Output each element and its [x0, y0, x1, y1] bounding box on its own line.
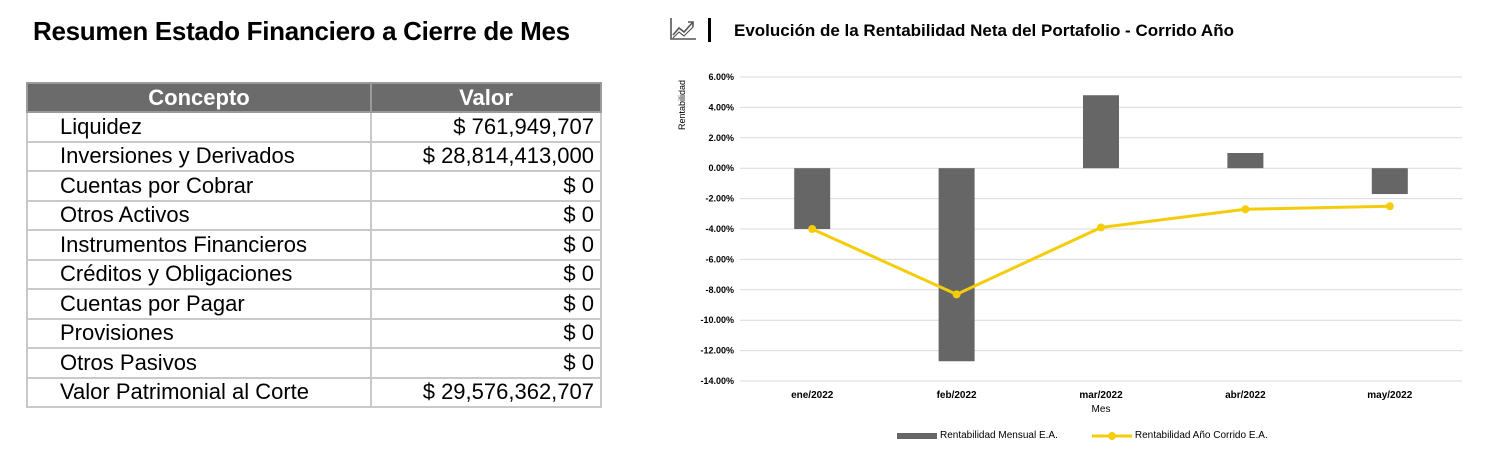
y-axis-label: Rentabilidad — [677, 80, 687, 130]
row-concept: Instrumentos Financieros — [26, 229, 372, 261]
x-tick-label: abr/2022 — [1225, 390, 1266, 401]
table-row: Cuentas por Cobrar $ 0 — [26, 170, 602, 202]
series-line — [811, 204, 1390, 297]
title-separator — [708, 18, 711, 42]
bar — [938, 168, 975, 362]
row-concept: Créditos y Obligaciones — [26, 258, 372, 290]
row-concept: Otros Activos — [26, 199, 372, 231]
row-value: $ 0 — [370, 347, 602, 379]
legend-item-bar: Rentabilidad Mensual E.A. — [897, 430, 1058, 441]
row-value: $ 0 — [370, 199, 602, 231]
x-tick-label: may/2022 — [1367, 390, 1412, 401]
row-concept: Otros Pasivos — [26, 347, 372, 379]
y-tick-label: -10.00% — [700, 315, 734, 325]
y-tick-label: -6.00% — [705, 254, 734, 264]
header-valor: Valor — [370, 82, 602, 113]
y-tick-label: 0.00% — [708, 163, 734, 173]
x-tick-label: ene/2022 — [791, 390, 834, 401]
y-tick-label: -12.00% — [700, 346, 734, 356]
bar — [1371, 168, 1408, 195]
row-value: $ 29,576,362,707 — [370, 376, 602, 408]
x-axis-label: Mes — [1092, 404, 1111, 415]
summary-title: Resumen Estado Financiero a Cierre de Me… — [33, 16, 570, 46]
row-value: $ 0 — [370, 258, 602, 290]
line-point — [1241, 205, 1250, 214]
row-value: $ 0 — [370, 288, 602, 320]
table-row: Otros Activos $ 0 — [26, 199, 602, 231]
table-row: Valor Patrimonial al Corte $ 29,576,362,7… — [26, 376, 602, 408]
y-tick-label: -4.00% — [705, 224, 734, 234]
table-row: Créditos y Obligaciones $ 0 — [26, 258, 602, 290]
table-row: Liquidez $ 761,949,707 — [26, 111, 602, 143]
legend-label-bar: Rentabilidad Mensual E.A. — [940, 430, 1058, 441]
x-tick-label: mar/2022 — [1079, 390, 1123, 401]
row-value: $ 0 — [370, 317, 602, 349]
header-concepto: Concepto — [26, 82, 372, 113]
legend-swatch-bar — [897, 432, 937, 439]
row-concept: Cuentas por Pagar — [26, 288, 372, 320]
row-value: $ 0 — [370, 229, 602, 261]
table-row: Cuentas por Pagar $ 0 — [26, 288, 602, 320]
bar — [1083, 95, 1119, 169]
line-point — [1097, 223, 1105, 232]
bar — [1227, 153, 1264, 169]
y-tick-label: 6.00% — [708, 72, 734, 82]
chart-legend: Rentabilidad Mensual E.A. Rentabilidad A… — [897, 430, 1268, 441]
table-header-row: Concepto Valor — [26, 82, 602, 113]
y-tick-label: -2.00% — [705, 194, 734, 204]
row-concept: Valor Patrimonial al Corte — [26, 376, 372, 408]
row-concept: Cuentas por Cobrar — [26, 170, 372, 202]
legend-swatch-line — [1091, 431, 1132, 440]
chart-title: Evolución de la Rentabilidad Neta del Po… — [734, 21, 1234, 40]
y-tick-label: -14.00% — [700, 376, 734, 386]
y-tick-label: 2.00% — [708, 133, 734, 143]
table-row: Otros Pasivos $ 0 — [26, 347, 602, 379]
line-point — [808, 225, 817, 233]
legend-item-line: Rentabilidad Año Corrido E.A. — [1091, 430, 1268, 441]
line-point — [952, 290, 961, 299]
returns-chart: 6.00% 4.00% 2.00% 0.00% -2.00% -4.00% -6.00% -8… — [677, 72, 1462, 415]
y-tick-label: 4.00% — [708, 102, 734, 112]
row-value: $ 761,949,707 — [370, 111, 602, 143]
table-row: Instrumentos Financieros $ 0 — [26, 229, 602, 261]
trending-chart-icon — [670, 18, 696, 40]
financial-summary-table: Concepto Valor Liquidez $ 761,949,707 Inv… — [26, 82, 602, 408]
table-row: Inversiones y Derivados $ 28,814,413,000 — [26, 140, 602, 172]
legend-label-line: Rentabilidad Año Corrido E.A. — [1134, 430, 1268, 441]
y-tick-label: -8.00% — [705, 285, 734, 295]
table-row: Provisiones $ 0 — [26, 317, 602, 349]
row-concept: Inversiones y Derivados — [26, 140, 372, 172]
bar — [794, 168, 831, 229]
line-point — [1385, 202, 1394, 211]
row-value: $ 28,814,413,000 — [370, 140, 602, 172]
row-concept: Liquidez — [26, 111, 372, 143]
row-concept: Provisiones — [26, 317, 372, 349]
x-tick-label: feb/2022 — [937, 390, 977, 401]
row-value: $ 0 — [370, 170, 602, 202]
